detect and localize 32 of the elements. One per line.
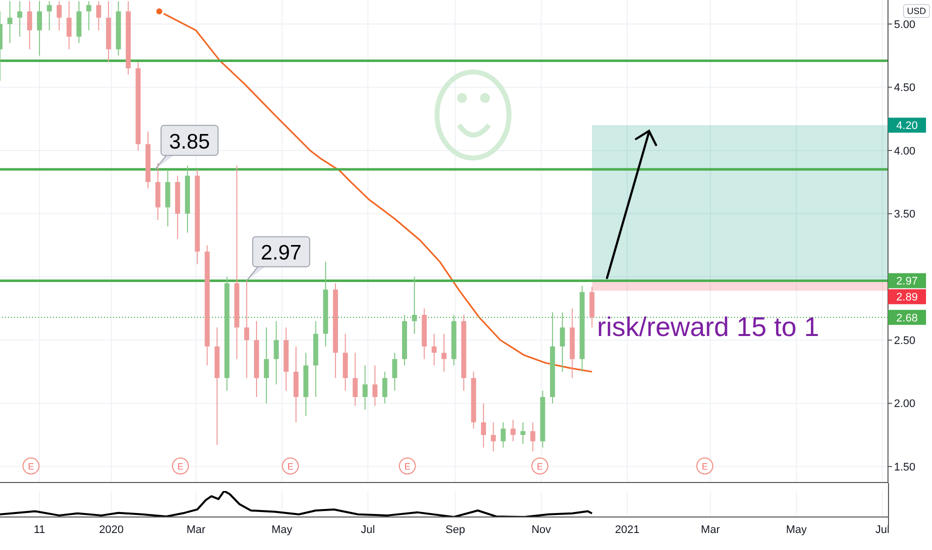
y-tick-label: 1.50	[894, 461, 916, 474]
ref-line-label: 2.97	[896, 276, 918, 288]
annotation: risk/reward 15 to 1	[597, 312, 820, 343]
y-tick-label: 5.00	[894, 18, 916, 31]
x-tick-label: Mar	[186, 524, 206, 536]
annotation: E	[177, 462, 184, 472]
y-tick-label: 4.50	[894, 82, 916, 94]
x-tick-label: 2021	[614, 524, 640, 536]
annotation: 2.97	[260, 242, 302, 265]
annotation: E	[536, 462, 543, 472]
annotation: E	[28, 462, 34, 472]
x-tick-label: May	[786, 524, 808, 536]
x-tick-label: May	[272, 524, 293, 536]
x-tick-label: Mar	[700, 524, 720, 536]
x-tick-label: Jul	[360, 524, 375, 536]
band-label: 4.20	[896, 120, 918, 132]
y-tick-label: 2.50	[894, 335, 916, 348]
band-label: 2.89	[896, 292, 918, 304]
y-tick-label: 3.50	[894, 208, 916, 221]
annotation: E	[702, 462, 708, 472]
y-tick-label: 4.00	[894, 145, 916, 158]
ref-line-label: 2.68	[896, 312, 918, 324]
x-tick-label: 11	[34, 524, 46, 536]
y-tick-label: 2.00	[894, 398, 916, 410]
x-tick-label: 2020	[99, 524, 124, 536]
annotation: E	[287, 462, 294, 472]
x-tick-label: Jul	[875, 524, 890, 536]
y-axis-title: USD	[903, 4, 930, 18]
annotation: 3.85	[169, 130, 210, 154]
annotation: E	[404, 462, 410, 472]
x-tick-label: Nov	[531, 524, 552, 536]
x-tick-label: Sep	[445, 524, 466, 536]
